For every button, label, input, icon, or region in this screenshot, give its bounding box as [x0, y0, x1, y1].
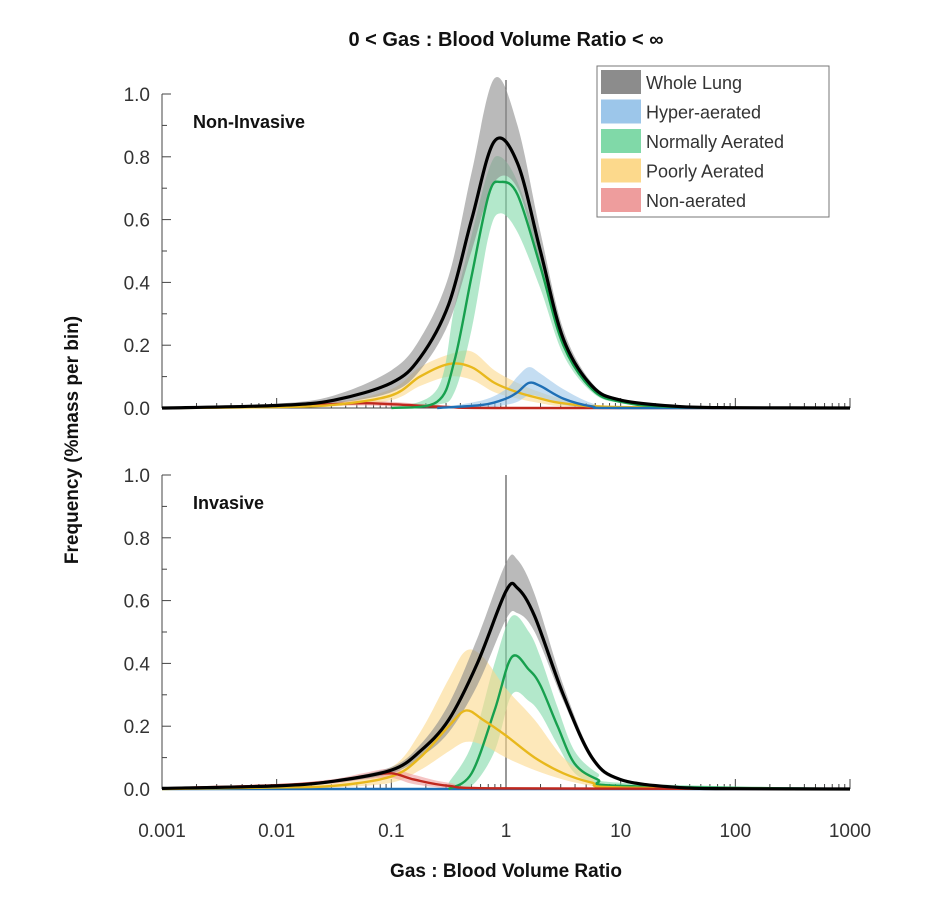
- x-tick-label: 1000: [829, 821, 871, 842]
- normally-aerated-line: [391, 180, 851, 410]
- y-tick-label: 1.0: [124, 466, 150, 487]
- y-tick-label: 0.4: [124, 273, 151, 294]
- legend-swatch: [601, 188, 641, 212]
- legend: Whole Lung Hyper-aerated Normally Aerated P…: [596, 65, 830, 218]
- y-tick-label: 1.0: [124, 85, 150, 106]
- x-tick-label: 0.001: [138, 821, 186, 842]
- chart-title: 0 < Gas : Blood Volume Ratio < ∞: [348, 29, 663, 51]
- legend-swatch: [601, 70, 641, 94]
- x-tick-label: 1: [501, 821, 512, 842]
- panel-label: Invasive: [193, 493, 264, 513]
- legend-label: Hyper-aerated: [646, 103, 761, 123]
- y-tick-label: 0.0: [124, 399, 150, 420]
- legend-swatch: [601, 99, 641, 124]
- legend-swatch: [601, 158, 641, 183]
- x-tick-label: 100: [719, 821, 751, 842]
- legend-label: Non-aerated: [646, 191, 746, 211]
- x-tick-label: 0.1: [378, 821, 404, 842]
- y-tick-label: 0.2: [124, 336, 150, 357]
- poorly-aerated-band: [162, 649, 850, 790]
- y-tick-label: 0.0: [124, 780, 150, 801]
- whole-lung-line: [161, 581, 851, 791]
- y-tick-label: 0.2: [124, 717, 150, 738]
- y-tick-label: 0.8: [124, 148, 150, 169]
- y-axis-title: Frequency (%mass per bin): [62, 316, 83, 564]
- poorly-aerated-line: [161, 709, 851, 791]
- y-tick-label: 0.8: [124, 529, 150, 550]
- panel-invasive: 0.0 0.2 0.4 0.6 0.8 1.0 0.001 0.01 0.1 1 10 100 1000…: [124, 466, 872, 842]
- panel-non-invasive: 0.0 0.2 0.4 0.6 0.8 1.0 Non-Invasive: [124, 77, 851, 420]
- whole-lung-line: [161, 136, 851, 410]
- panel-label: Non-Invasive: [193, 112, 305, 132]
- poorly-aerated-band: [162, 350, 850, 409]
- y-tick-label: 0.6: [124, 592, 150, 613]
- legend-label: Normally Aerated: [646, 132, 784, 152]
- hyper-aerated-line: [437, 381, 851, 410]
- legend-label: Poorly Aerated: [646, 162, 764, 182]
- normally-aerated-line: [447, 654, 851, 791]
- hyper-aerated-band: [437, 367, 850, 409]
- x-axis-title: Gas : Blood Volume Ratio: [390, 861, 622, 882]
- legend-label: Whole Lung: [646, 73, 742, 93]
- whole-lung-band: [162, 554, 850, 790]
- x-tick-label: 10: [610, 821, 631, 842]
- legend-swatch: [601, 129, 641, 153]
- y-tick-label: 0.4: [124, 654, 151, 675]
- y-tick-label: 0.6: [124, 211, 150, 232]
- x-tick-label: 0.01: [258, 821, 295, 842]
